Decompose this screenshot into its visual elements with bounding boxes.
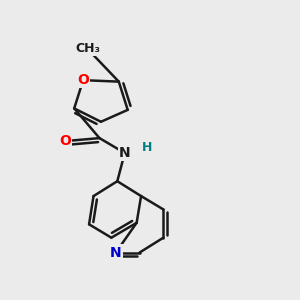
Text: CH₃: CH₃ [75, 42, 100, 56]
Text: O: O [59, 134, 71, 148]
Text: H: H [142, 140, 152, 154]
Text: O: O [77, 73, 89, 87]
Text: N: N [119, 146, 130, 160]
Text: N: N [110, 245, 122, 260]
